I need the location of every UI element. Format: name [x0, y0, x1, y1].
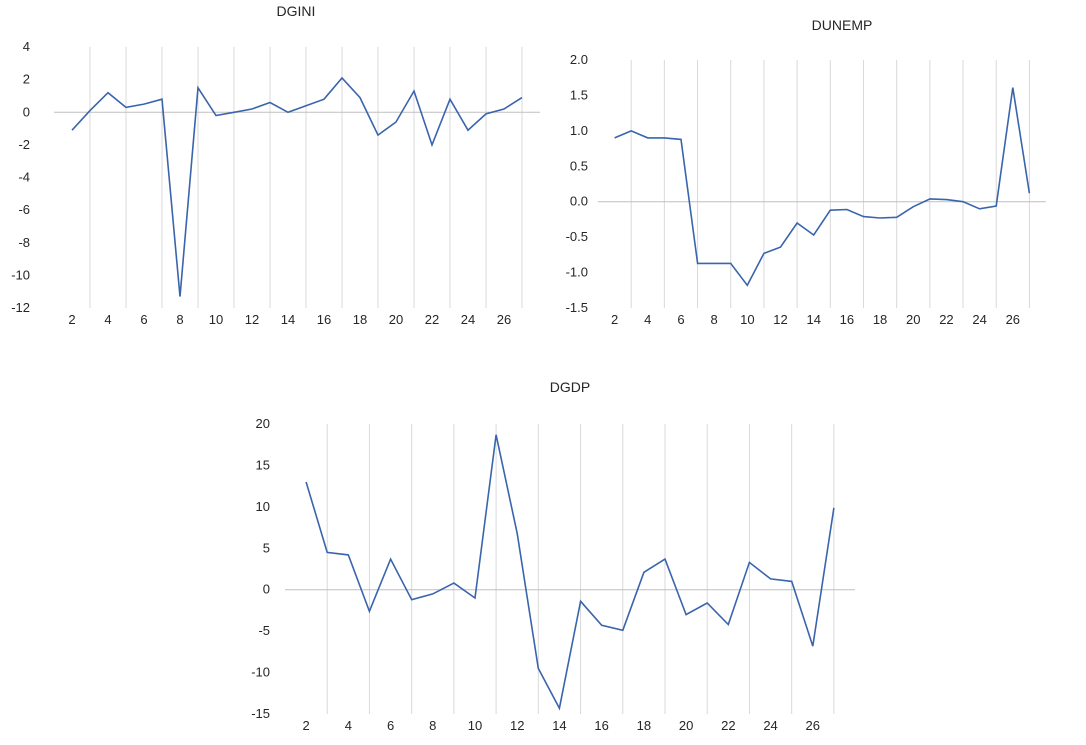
y-tick-label: 2: [23, 72, 30, 87]
x-tick-label: 20: [679, 718, 693, 733]
x-tick-label: 10: [468, 718, 482, 733]
series-line: [614, 87, 1031, 287]
y-tick-label: 0.5: [570, 158, 588, 173]
series-line: [305, 434, 835, 711]
y-tick-label: 10: [256, 499, 270, 514]
x-tick-label: 6: [140, 312, 147, 327]
y-tick-label: 4: [23, 39, 30, 54]
y-tick-label: -2: [18, 137, 30, 152]
chart-title: DGINI: [277, 3, 316, 19]
y-tick-label: -15: [251, 706, 270, 721]
y-tick-label: -6: [18, 202, 30, 217]
x-tick-label: 8: [711, 312, 718, 327]
y-tick-label: 2.0: [570, 52, 588, 67]
x-tick-label: 16: [594, 718, 608, 733]
x-tick-label: 22: [939, 312, 953, 327]
x-tick-label: 4: [644, 312, 651, 327]
x-tick-label: 10: [740, 312, 754, 327]
x-tick-label: 10: [209, 312, 223, 327]
y-tick-label: -10: [251, 665, 270, 680]
y-tick-label: 1.0: [570, 123, 588, 138]
x-tick-label: 24: [972, 312, 986, 327]
x-tick-label: 26: [806, 718, 820, 733]
series-line: [71, 76, 523, 297]
x-tick-label: 6: [387, 718, 394, 733]
x-tick-label: 20: [389, 312, 403, 327]
x-tick-label: 2: [68, 312, 75, 327]
x-tick-label: 22: [425, 312, 439, 327]
x-tick-label: 6: [677, 312, 684, 327]
x-tick-label: 8: [429, 718, 436, 733]
x-tick-label: 24: [763, 718, 777, 733]
x-tick-label: 26: [1006, 312, 1020, 327]
x-tick-label: 12: [510, 718, 524, 733]
x-tick-label: 26: [497, 312, 511, 327]
chart-title: DUNEMP: [812, 17, 873, 33]
x-tick-label: 2: [302, 718, 309, 733]
x-tick-label: 24: [461, 312, 475, 327]
y-tick-label: 5: [263, 540, 270, 555]
x-tick-label: 14: [281, 312, 295, 327]
y-tick-label: 1.5: [570, 87, 588, 102]
x-tick-label: 18: [637, 718, 651, 733]
x-tick-label: 16: [840, 312, 854, 327]
y-tick-label: 20: [256, 416, 270, 431]
y-tick-label: -0.5: [566, 229, 588, 244]
x-tick-label: 4: [345, 718, 352, 733]
x-tick-label: 12: [773, 312, 787, 327]
x-tick-label: 20: [906, 312, 920, 327]
y-tick-label: -10: [11, 267, 30, 282]
y-tick-label: -4: [18, 170, 30, 185]
x-tick-label: 22: [721, 718, 735, 733]
y-tick-label: 15: [256, 457, 270, 472]
y-tick-label: -1.0: [566, 265, 588, 280]
x-tick-label: 12: [245, 312, 259, 327]
y-tick-label: -1.5: [566, 300, 588, 315]
y-tick-label: 0.0: [570, 194, 588, 209]
x-tick-label: 4: [104, 312, 111, 327]
x-tick-label: 14: [806, 312, 820, 327]
x-tick-label: 18: [873, 312, 887, 327]
x-tick-label: 18: [353, 312, 367, 327]
y-tick-label: -12: [11, 300, 30, 315]
x-tick-label: 14: [552, 718, 566, 733]
y-tick-label: 0: [263, 582, 270, 597]
x-tick-label: 8: [176, 312, 183, 327]
x-tick-label: 2: [611, 312, 618, 327]
y-tick-label: 0: [23, 104, 30, 119]
x-tick-label: 16: [317, 312, 331, 327]
chart-title: DGDP: [550, 379, 590, 395]
y-tick-label: -5: [258, 623, 270, 638]
y-tick-label: -8: [18, 235, 30, 250]
